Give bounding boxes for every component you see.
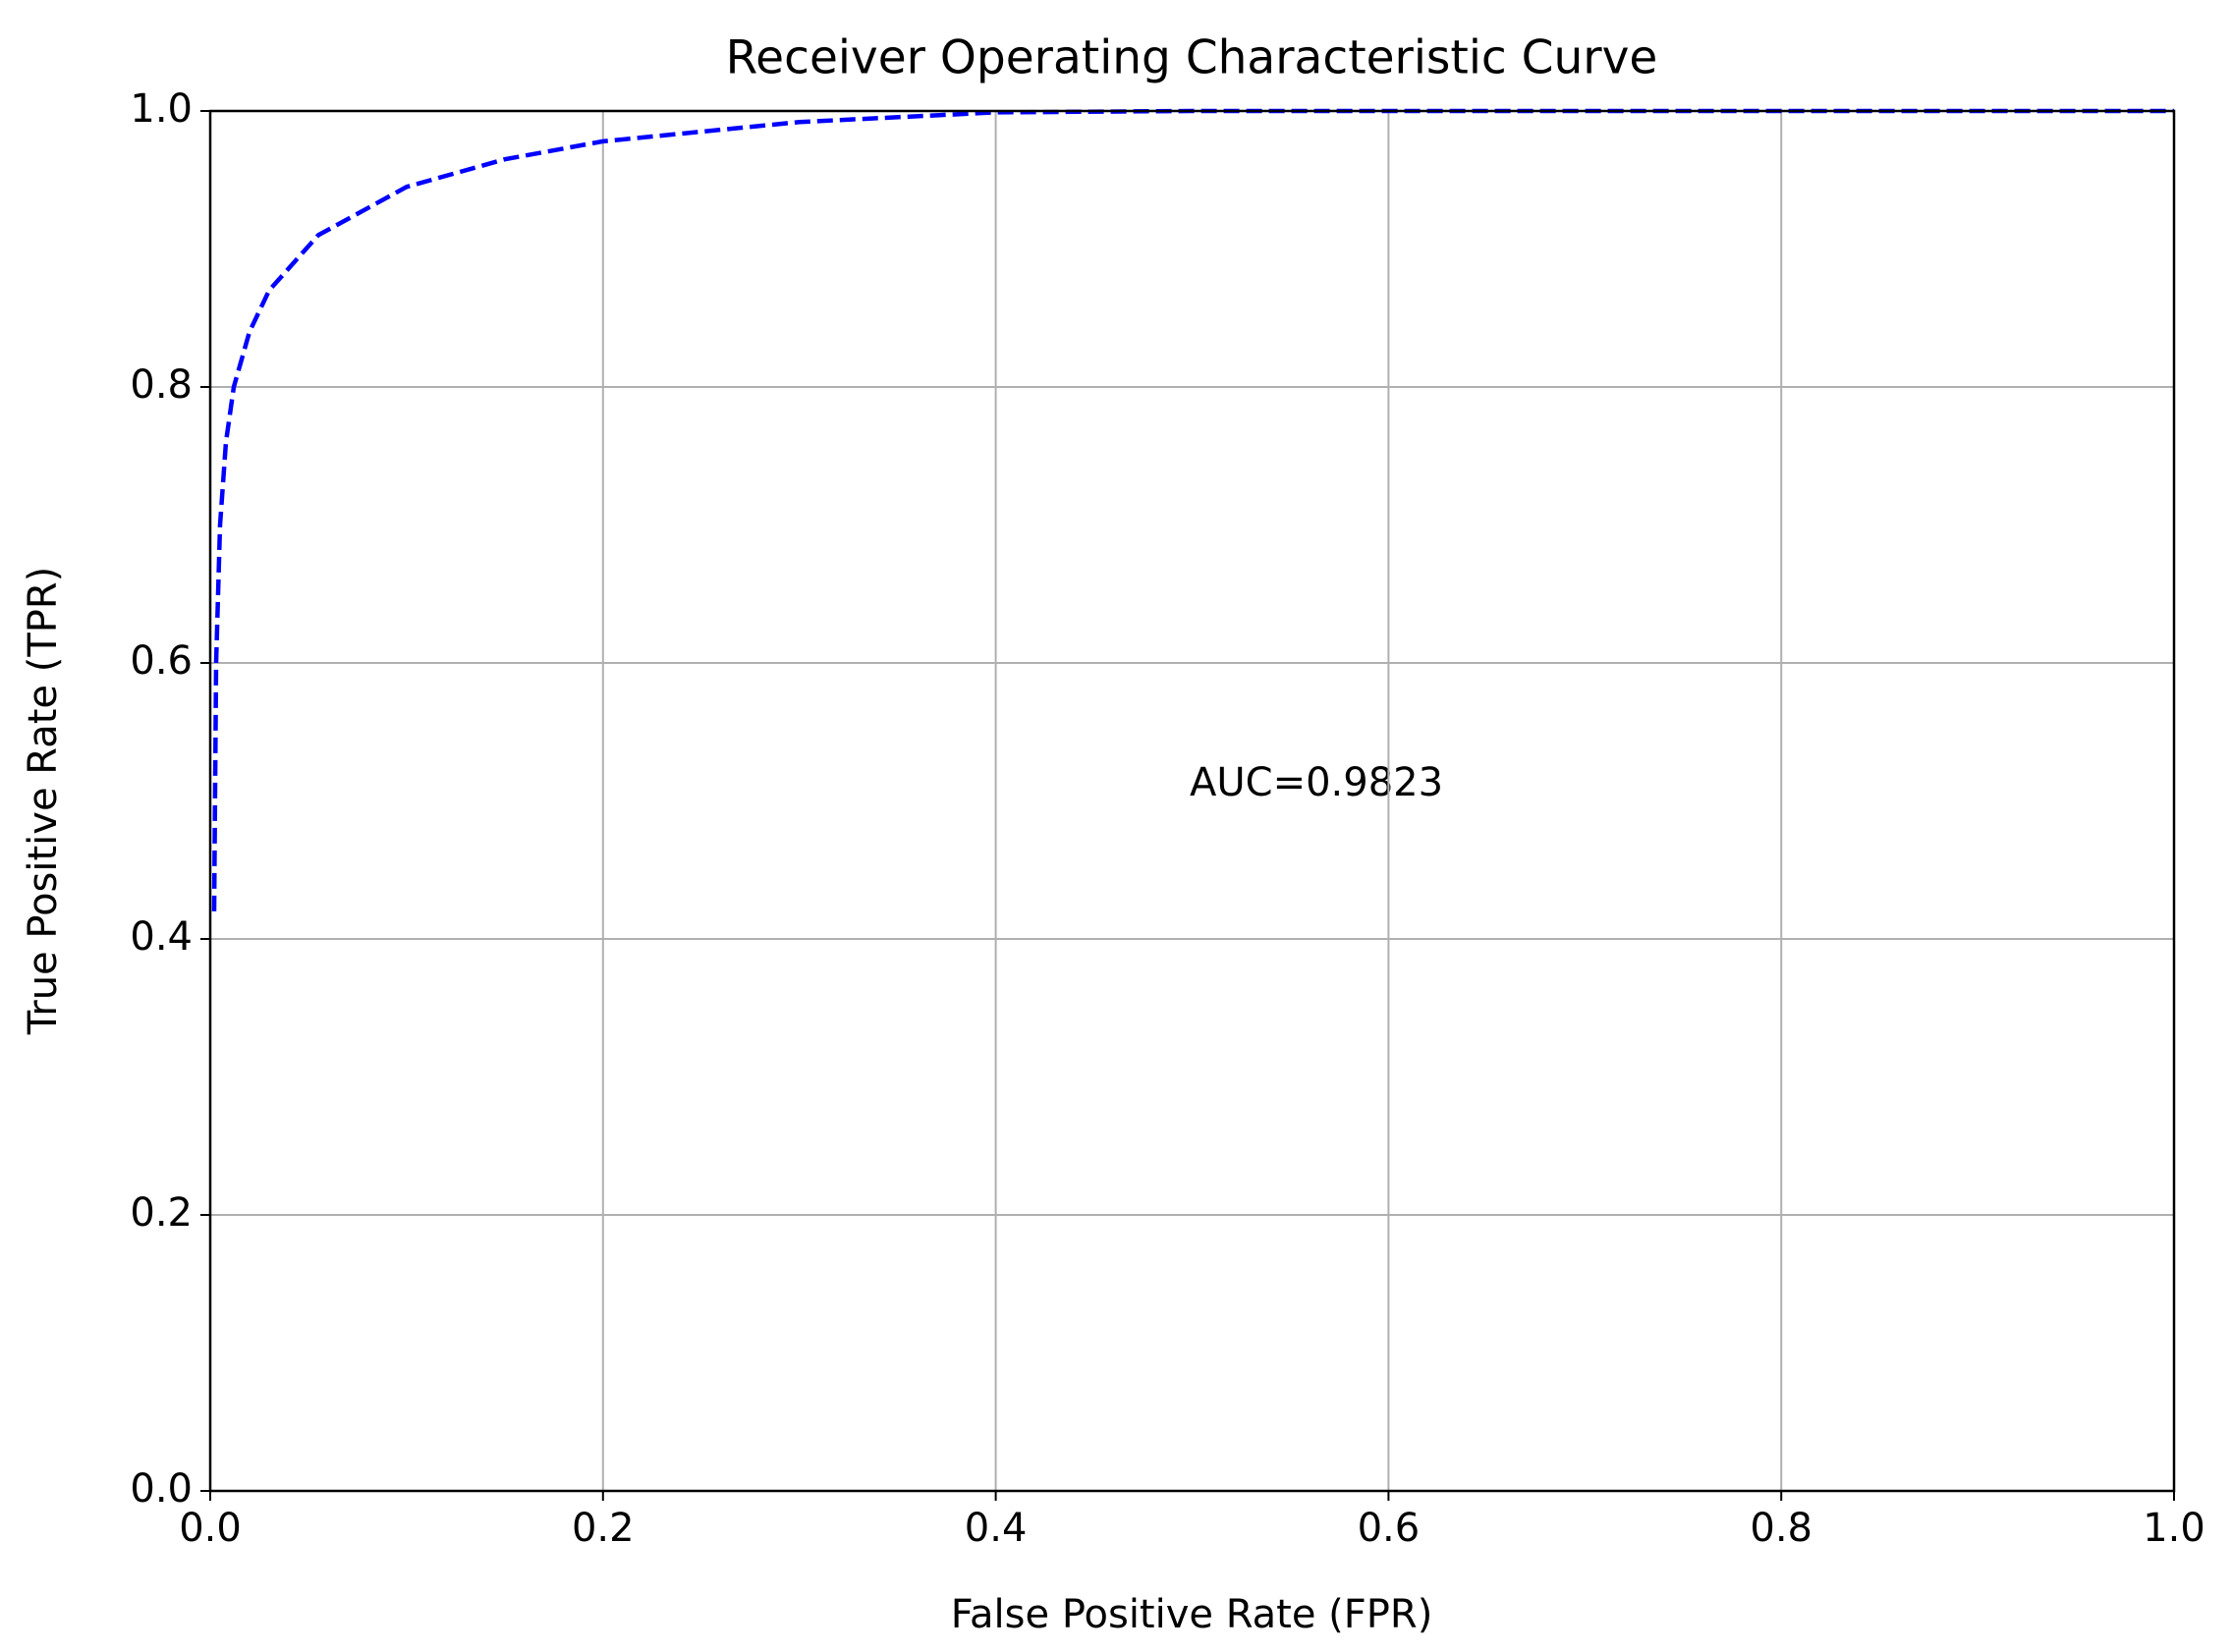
y-tick-label: 0.4 bbox=[130, 914, 193, 960]
roc-curve bbox=[211, 108, 2174, 911]
y-tick-label: 0.8 bbox=[130, 362, 193, 408]
x-tick-label: 0.4 bbox=[965, 1506, 1028, 1551]
y-tick-label: 0.2 bbox=[130, 1190, 193, 1236]
y-tick-label: 0.0 bbox=[130, 1466, 193, 1512]
y-tick-label: 1.0 bbox=[130, 86, 193, 132]
x-tick-label: 0.6 bbox=[1358, 1506, 1421, 1551]
x-tick-label: 1.0 bbox=[2143, 1506, 2205, 1551]
x-axis-label: False Positive Rate (FPR) bbox=[951, 1592, 1433, 1637]
plot-frame bbox=[208, 109, 2176, 1493]
annotation: AUC=0.9823 bbox=[1190, 760, 1443, 805]
y-axis-label: True Positive Rate (TPR) bbox=[21, 567, 66, 1036]
x-tick-label: 0.0 bbox=[179, 1506, 242, 1551]
y-tick-label: 0.6 bbox=[130, 638, 193, 684]
chart-title: Receiver Operating Characteristic Curve bbox=[726, 31, 1658, 85]
x-tick-label: 0.2 bbox=[572, 1506, 635, 1551]
x-tick-label: 0.8 bbox=[1750, 1506, 1813, 1551]
